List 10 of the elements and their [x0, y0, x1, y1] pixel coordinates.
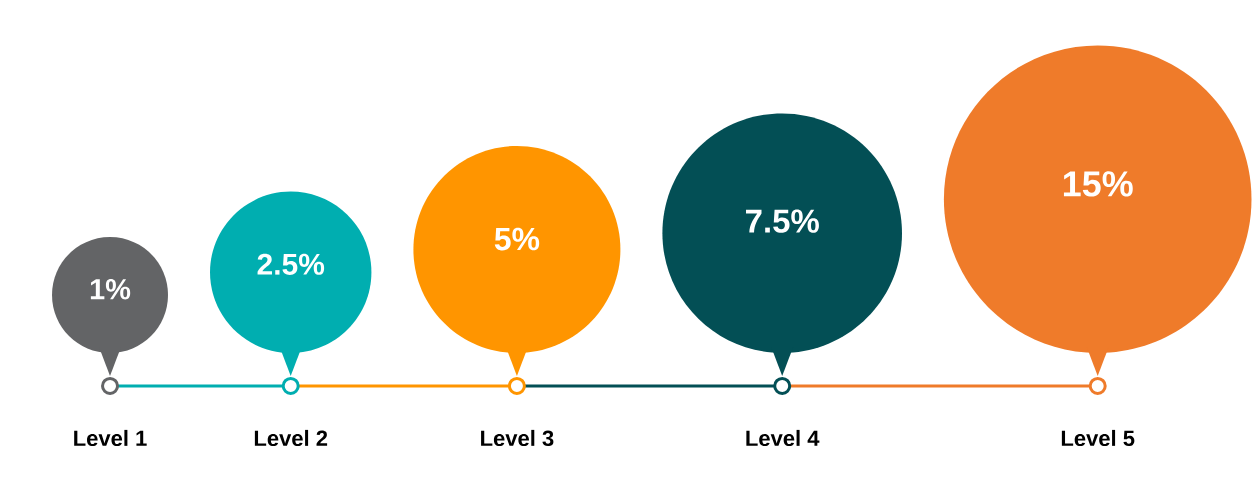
data-label: 2.5%: [257, 253, 325, 275]
category-label: Level 5: [1061, 429, 1135, 447]
category-label: Level 1: [74, 429, 147, 447]
category-label: Level 2: [254, 429, 328, 447]
data-label: 15%: [1063, 171, 1133, 197]
data-label: 7.5%: [746, 209, 819, 233]
category-label: Level 3: [481, 429, 554, 447]
data-label: 1%: [90, 278, 131, 300]
data-label: 5%: [494, 227, 540, 251]
category-label: Level 4: [746, 429, 820, 447]
